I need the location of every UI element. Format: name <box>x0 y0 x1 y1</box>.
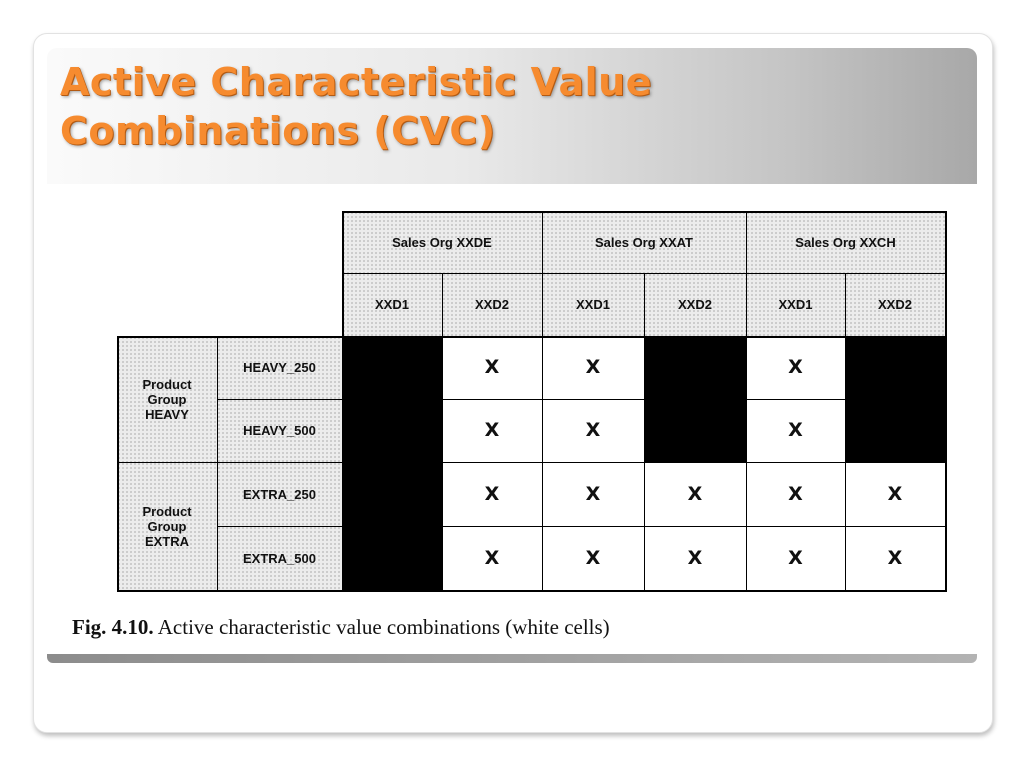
product-label: HEAVY_250 <box>217 336 342 399</box>
channel-header: XXD2 <box>845 273 945 336</box>
grid-line-h <box>342 211 945 213</box>
title-band <box>47 48 977 184</box>
figure-caption: Fig. 4.10. Active characteristic value c… <box>72 615 610 640</box>
product-group-label: Product Group HEAVY <box>117 336 217 462</box>
figure-area: Sales Org XXDE Sales Org XXAT Sales Org XX… <box>47 184 977 654</box>
grid-line-v <box>746 211 747 592</box>
sales-org-header: Sales Org XXCH <box>746 211 945 273</box>
product-label: EXTRA_500 <box>217 526 342 590</box>
grid-line-v <box>542 211 543 592</box>
active-combination-cell: X <box>746 399 845 462</box>
grid-line-h <box>217 399 945 400</box>
channel-header: XXD2 <box>442 273 542 336</box>
active-combination-cell: X <box>542 399 644 462</box>
grid-line-v <box>217 336 218 590</box>
active-combination-cell: X <box>746 526 845 590</box>
grid-line-v <box>845 273 846 592</box>
product-group-label-line: Product <box>142 376 192 392</box>
inactive-combination-cell <box>342 526 442 590</box>
sales-org-header: Sales Org XXDE <box>342 211 542 273</box>
active-combination-cell: X <box>845 526 945 590</box>
bottom-bar <box>47 654 977 663</box>
grid-line-h <box>117 462 945 463</box>
grid-line-h <box>117 336 945 338</box>
active-combination-cell: X <box>542 462 644 526</box>
inactive-combination-cell <box>845 399 945 462</box>
active-combination-cell: X <box>542 526 644 590</box>
active-combination-cell: X <box>542 336 644 399</box>
active-combination-cell: X <box>442 399 542 462</box>
product-group-label-line: Product <box>142 503 192 519</box>
channel-header: XXD1 <box>542 273 644 336</box>
inactive-combination-cell <box>845 336 945 399</box>
product-label: HEAVY_500 <box>217 399 342 462</box>
active-combination-cell: X <box>644 462 746 526</box>
grid-line-h <box>217 526 945 527</box>
inactive-combination-cell <box>644 399 746 462</box>
channel-header: XXD2 <box>644 273 746 336</box>
slide-title-line-1: Active Characteristic Value <box>60 60 652 104</box>
channel-header: XXD1 <box>342 273 442 336</box>
inactive-combination-cell <box>342 336 442 399</box>
inactive-combination-cell <box>342 399 442 462</box>
channel-header: XXD1 <box>746 273 845 336</box>
slide-title-line-2: Combinations (CVC) <box>60 109 496 153</box>
grid-line-v <box>342 211 344 592</box>
grid-line-v <box>945 211 947 592</box>
slide-title: Active Characteristic Value Combinations… <box>60 58 940 156</box>
active-combination-cell: X <box>442 462 542 526</box>
active-combination-cell: X <box>746 462 845 526</box>
active-combination-cell: X <box>644 526 746 590</box>
product-group-label-line: Group <box>147 391 187 407</box>
product-group-label-line: Group <box>147 518 187 534</box>
grid-line-h <box>117 590 945 592</box>
inactive-combination-cell <box>342 462 442 526</box>
sales-org-header: Sales Org XXAT <box>542 211 746 273</box>
product-group-label-line: EXTRA <box>144 533 190 549</box>
grid-line-v <box>117 336 119 592</box>
figure-caption-text: Active characteristic value combinations… <box>157 615 610 639</box>
grid-line-v <box>442 273 443 592</box>
product-group-label: Product Group EXTRA <box>117 462 217 590</box>
grid-line-h <box>342 273 945 274</box>
active-combination-cell: X <box>442 336 542 399</box>
active-combination-cell: X <box>746 336 845 399</box>
grid-line-v <box>644 273 645 592</box>
active-combination-cell: X <box>442 526 542 590</box>
active-combination-cell: X <box>845 462 945 526</box>
inactive-combination-cell <box>644 336 746 399</box>
figure-number: Fig. 4.10. <box>72 615 154 639</box>
product-group-label-line: HEAVY <box>145 406 189 422</box>
product-label: EXTRA_250 <box>217 462 342 526</box>
